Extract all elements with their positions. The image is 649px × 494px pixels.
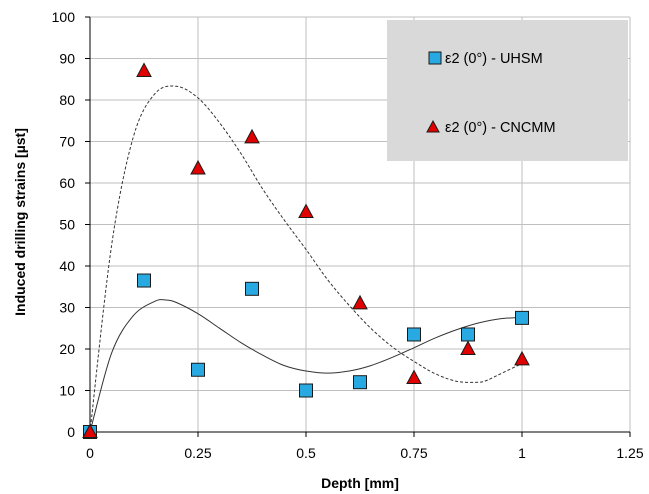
y-tick-label: 90 (59, 51, 75, 67)
legend-marker-square (428, 51, 442, 65)
data-point-uhsm (515, 310, 529, 325)
data-point-uhsm (299, 383, 313, 398)
legend-label-uhsm: ε2 (0°) - UHSM (445, 51, 543, 67)
y-tick-label: 0 (67, 424, 75, 440)
data-point-cncmm (190, 159, 206, 175)
trendline-cncmm (89, 85, 523, 433)
data-point-uhsm (461, 327, 475, 342)
y-tick-label: 60 (59, 175, 75, 191)
data-point-cncmm (460, 340, 476, 355)
y-tick-label: 50 (59, 217, 75, 233)
x-axis-title: Depth [mm] (321, 475, 399, 491)
data-point-cncmm (352, 294, 368, 310)
y-tick-label: 10 (59, 383, 75, 399)
data-point-cncmm (244, 128, 260, 144)
data-point-cncmm (514, 350, 530, 366)
legend: ε2 (0°) - UHSM ε2 (0°) - CNCMM (387, 20, 628, 161)
x-tick-label: 1 (518, 445, 526, 461)
data-point-cncmm (82, 423, 98, 438)
y-axis-ticks: 0 10 20 30 40 50 60 70 80 90 100 (52, 9, 76, 440)
x-tick-label: 1.25 (616, 445, 643, 461)
legend-background (387, 20, 628, 161)
trendlines (89, 85, 523, 433)
legend-marker-triangle (426, 119, 440, 133)
y-tick-label: 40 (59, 258, 75, 274)
legend-label-cncmm: ε2 (0°) - CNCMM (445, 120, 556, 136)
x-tick-label: 0.5 (296, 445, 316, 461)
data-markers (82, 62, 530, 439)
x-tick-label: 0.25 (184, 445, 211, 461)
y-tick-label: 100 (52, 9, 76, 25)
x-axis-ticks: 0 0.25 0.5 0.75 1 1.25 (86, 445, 644, 461)
data-point-uhsm (137, 273, 151, 288)
data-point-cncmm (136, 62, 152, 77)
y-tick-label: 30 (59, 300, 75, 316)
y-tick-label: 70 (59, 134, 75, 150)
trendline-uhsm (89, 299, 523, 433)
y-tick-label: 20 (59, 341, 75, 357)
axes (85, 16, 631, 437)
data-point-uhsm (407, 327, 421, 342)
data-point-cncmm (406, 369, 422, 385)
x-tick-label: 0.75 (400, 445, 427, 461)
data-point-uhsm (353, 375, 367, 390)
data-point-uhsm (191, 362, 205, 377)
x-tick-label: 0 (86, 445, 94, 461)
y-axis-title: Induced drilling strains [µst] (12, 128, 28, 316)
data-point-uhsm (245, 281, 259, 296)
data-point-cncmm (298, 203, 314, 219)
y-tick-label: 80 (59, 92, 75, 108)
